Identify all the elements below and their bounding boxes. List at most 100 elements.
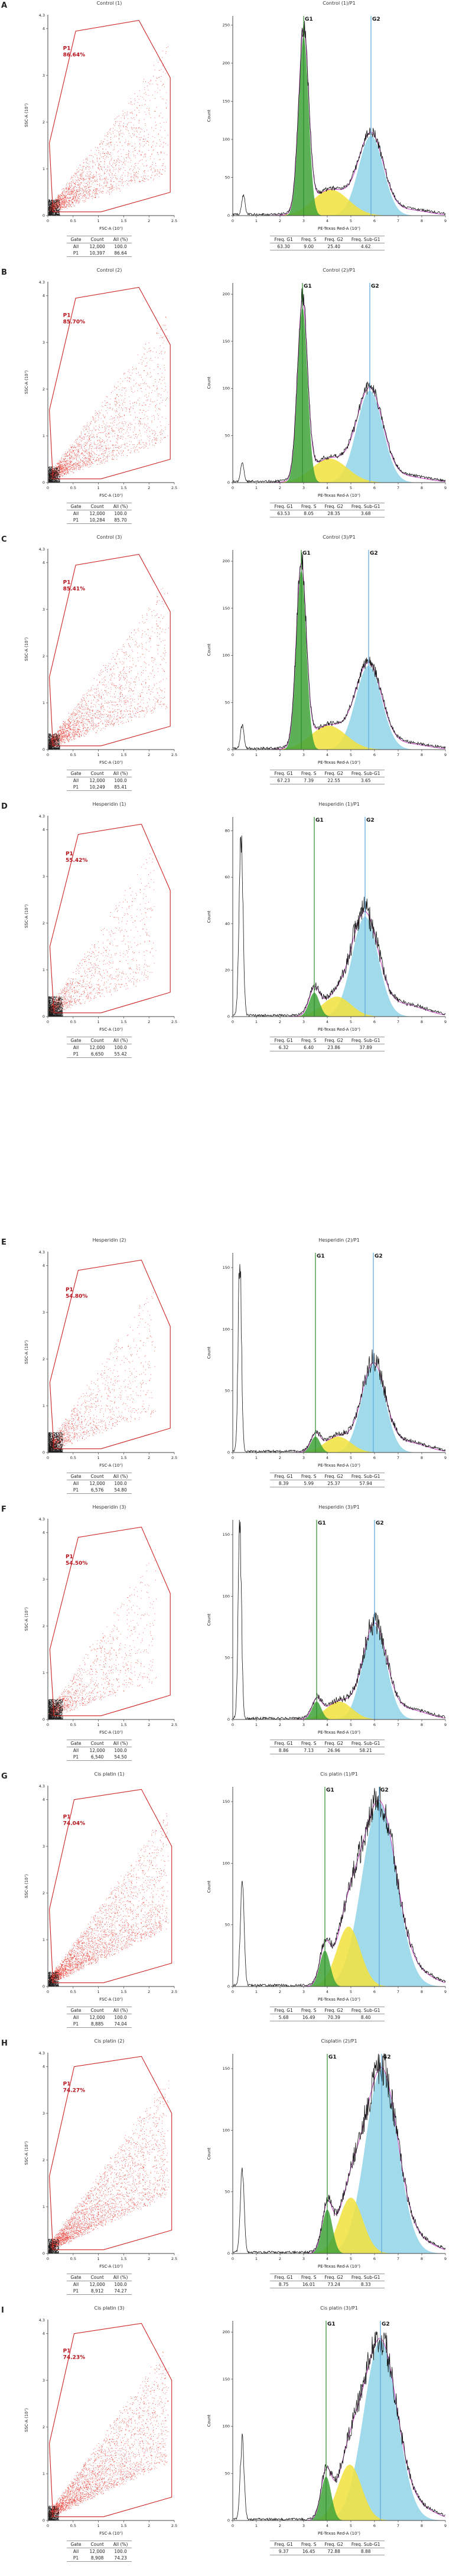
svg-text:2.5: 2.5: [171, 2523, 177, 2528]
scatter-panel: Cis platin (3) P1 74.23% 0 0.5 1 1.5 2 2.5 0 1 2 3 4…: [11, 2305, 188, 2562]
allpct-cell: 100.0: [114, 778, 127, 783]
svg-text:3: 3: [43, 607, 45, 612]
freq-table-value-row: 8.75 16.01 73.24 8.33: [270, 2281, 385, 2288]
svg-text:100: 100: [223, 1594, 230, 1598]
svg-text:0: 0: [227, 747, 230, 752]
svg-text:50: 50: [225, 433, 230, 438]
freq-s-header: Freq. S: [301, 237, 317, 242]
svg-text:PE-Texas Red-A (10⁷): PE-Texas Red-A (10⁷): [318, 1027, 360, 1032]
svg-text:0.5: 0.5: [70, 753, 76, 757]
gate-table-header-gate: Gate: [70, 504, 82, 509]
svg-text:P1: P1: [66, 851, 73, 857]
svg-text:1: 1: [43, 2471, 45, 2476]
svg-text:7: 7: [397, 219, 399, 223]
svg-text:SSC-A (10⁷): SSC-A (10⁷): [24, 1607, 29, 1631]
freq-table-value-row: 63.30 9.00 25.40 4.62: [270, 243, 385, 250]
svg-text:P1: P1: [66, 1287, 73, 1293]
scatter-title: Cis platin (3): [94, 2305, 125, 2311]
count-cell: 12,000: [89, 2015, 105, 2020]
svg-text:P1: P1: [66, 1554, 73, 1560]
freq-s-header: Freq. S: [301, 504, 317, 509]
svg-text:0.5: 0.5: [70, 219, 76, 223]
svg-text:4: 4: [326, 2523, 328, 2528]
panel-letter: F: [1, 1505, 6, 1514]
svg-text:0: 0: [43, 2251, 45, 2256]
gate-table-header-allpct: All (%): [113, 2542, 128, 2547]
freq-g1-value: 8.39: [278, 1481, 289, 1486]
freq-g2-header: Freq. G2: [324, 237, 343, 242]
svg-text:0: 0: [227, 1450, 230, 1455]
svg-text:6: 6: [373, 2256, 376, 2261]
svg-text:9: 9: [444, 486, 447, 490]
freq-g2-value: 73.24: [327, 2282, 340, 2287]
svg-text:4: 4: [326, 1989, 328, 1994]
gate-table-header-count: Count: [90, 2275, 104, 2280]
panel-letter: I: [1, 2306, 4, 2315]
svg-text:0: 0: [227, 1717, 230, 1722]
gate-table-row-all: All 12,000 100.0: [67, 2281, 132, 2288]
figure-row: D Hesperidin (1) P1 55.42% 0 0.5 1 1.5 2 2.5 0 1 2…: [0, 801, 472, 1068]
svg-text:P1: P1: [63, 312, 71, 318]
svg-text:150: 150: [223, 2066, 230, 2071]
svg-text:0: 0: [43, 2518, 45, 2523]
svg-text:3: 3: [302, 1020, 305, 1024]
svg-text:2: 2: [279, 2523, 281, 2528]
count-cell: 10,284: [89, 517, 105, 523]
svg-text:6: 6: [373, 753, 376, 757]
svg-text:4: 4: [43, 828, 45, 832]
histogram-title: Control (1)/P1: [323, 1, 356, 6]
svg-text:200: 200: [223, 2330, 230, 2334]
svg-text:40: 40: [225, 921, 230, 926]
svg-text:100: 100: [223, 1327, 230, 1331]
svg-text:Count: Count: [207, 1613, 211, 1626]
svg-text:0: 0: [47, 753, 49, 757]
svg-text:1: 1: [255, 2256, 258, 2261]
histogram-plot: G1 G2 0 1 2 3 4 5 6 7 8 9 0 50 100 150 PE-Texas Red-A (1…: [202, 1243, 453, 1471]
gate-stats-table: Gate Count All (%) All 12,000 100.0 P1 6…: [66, 1037, 132, 1058]
svg-text:2: 2: [43, 387, 45, 392]
svg-text:1: 1: [43, 2204, 45, 2209]
svg-text:1: 1: [97, 219, 100, 223]
svg-text:5: 5: [350, 1455, 352, 1460]
svg-text:7: 7: [397, 2256, 399, 2261]
freq-g1-value: 5.68: [278, 2015, 289, 2020]
freq-g1-header: Freq. G1: [274, 771, 293, 776]
svg-text:Count: Count: [207, 109, 211, 122]
svg-text:P1: P1: [63, 45, 71, 51]
gate-table-row-p1: P1 10,249 85.41: [66, 784, 132, 791]
freq-s-header: Freq. S: [301, 1474, 317, 1479]
allpct-cell: 100.0: [114, 2015, 127, 2020]
svg-text:4: 4: [43, 561, 45, 565]
svg-text:100: 100: [223, 1861, 230, 1865]
svg-text:5: 5: [350, 486, 352, 490]
freq-g1-value: 63.53: [277, 511, 290, 516]
svg-text:G1: G1: [317, 1253, 325, 1259]
freq-s-value: 8.05: [304, 511, 314, 516]
svg-text:P1: P1: [63, 1814, 71, 1820]
svg-text:55.42%: 55.42%: [66, 858, 87, 864]
svg-text:1: 1: [255, 219, 258, 223]
freq-g1-header: Freq. G1: [274, 504, 293, 509]
count-cell: 10,397: [89, 250, 105, 256]
svg-text:2: 2: [279, 1455, 281, 1460]
svg-text:FSC-A (10⁷): FSC-A (10⁷): [99, 1027, 123, 1032]
svg-text:0: 0: [47, 1989, 49, 1994]
svg-text:Count: Count: [207, 643, 211, 656]
svg-text:50: 50: [225, 700, 230, 705]
gate-cell: P1: [73, 2021, 79, 2027]
figure-row: A Control (1) P1 86.64% 0 0.5 1 1.5 2 2.5 0 1 2 3 4 4…: [0, 0, 472, 267]
freq-subg1-value: 8.88: [360, 2549, 371, 2554]
svg-text:1: 1: [43, 1670, 45, 1675]
svg-text:FSC-A (10⁷): FSC-A (10⁷): [99, 226, 123, 231]
svg-text:1: 1: [43, 167, 45, 171]
svg-text:0: 0: [227, 480, 230, 485]
svg-text:4.3: 4.3: [39, 2318, 45, 2323]
gate-table-header-gate: Gate: [70, 2008, 82, 2013]
svg-text:P1: P1: [63, 579, 71, 585]
svg-text:4.3: 4.3: [39, 547, 45, 552]
svg-text:200: 200: [223, 61, 230, 66]
freq-g2-header: Freq. G2: [324, 1038, 343, 1043]
